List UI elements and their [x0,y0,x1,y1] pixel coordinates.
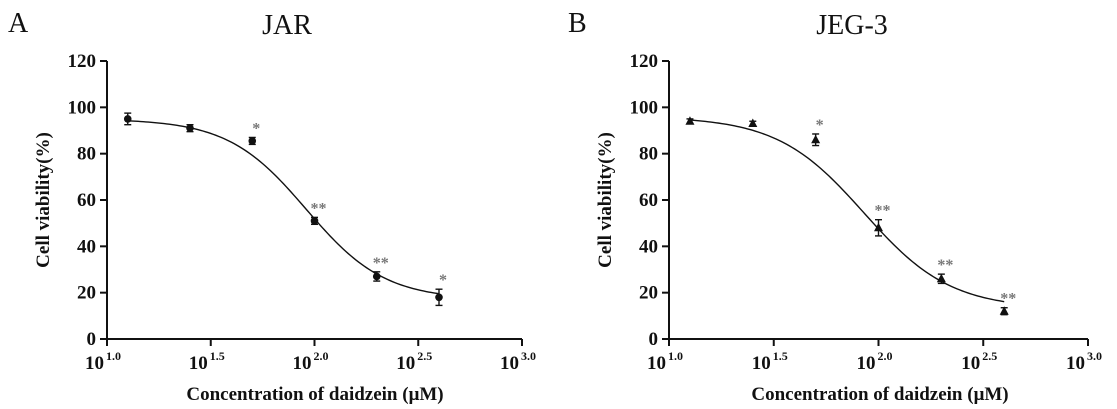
chart-title-jeg3: JEG-3 [816,10,888,41]
y-tick-label: 80 [77,144,96,165]
data-point [310,217,319,225]
x-tick-label: 10 1.5 [189,349,225,374]
fit-curve-a [127,120,440,295]
y-tick-label: 100 [630,97,659,118]
significance-marker: ** [875,203,891,220]
y-tick-label: 40 [639,236,658,257]
data-point [248,137,257,145]
x-tick-label: 10 2.0 [857,349,893,374]
chart-title-jar: JAR [262,10,312,41]
data-point [685,116,695,125]
significance-marker: ** [373,255,389,272]
y-tick-label: 0 [649,329,659,350]
y-tick-label: 100 [68,97,97,118]
data-points-a: ****** [123,112,447,307]
x-tick-label: 10 1.0 [647,349,683,374]
data-point [123,115,132,123]
y-ticks-a: 0 20 40 60 80 100 120 [68,51,107,350]
significance-marker: ** [1000,291,1016,308]
data-point [811,134,821,144]
y-tick-label: 120 [68,51,97,72]
significance-marker: * [816,117,824,134]
data-points-b: ******* [685,116,1016,316]
data-point [748,118,758,128]
panel-b: B JEG-3 Cell viability(%) Concentration … [568,8,1102,405]
significance-marker: ** [311,200,327,217]
data-point [936,273,946,283]
data-point [999,306,1009,315]
data-point [874,222,883,232]
axes-b [668,61,1088,340]
y-tick-label: 60 [639,190,658,211]
y-axis-label: Cell viability(%) [33,132,54,268]
x-tick-label: 10 1.0 [85,349,121,374]
x-tick-label: 10 1.5 [752,349,788,374]
panel-letter-a: A [8,8,29,39]
significance-marker: ** [937,257,953,274]
x-tick-label: 10 3.0 [500,349,536,374]
y-tick-label: 0 [87,329,97,350]
x-tick-label: 10 2.0 [293,349,329,374]
x-ticks-a: 10 1.0 10 1.5 10 2.0 10 2.5 10 3.0 [85,339,536,374]
significance-marker: * [439,272,447,289]
y-tick-label: 120 [630,51,659,72]
fit-curve-line [689,119,1005,303]
y-axis-label: Cell viability(%) [595,132,616,268]
x-tick-label: 10 3.0 [1066,349,1102,374]
x-tick-label: 10 2.5 [396,349,432,374]
y-tick-label: 80 [639,144,658,165]
panel-a: A JAR Cell viability(%) Concentration of… [8,8,536,405]
y-tick-label: 60 [77,190,96,211]
y-tick-label: 40 [77,236,96,257]
fit-curve-b [689,119,1005,303]
x-axis-label: Concentration of daidzein (μM) [751,384,1008,405]
significance-marker: * [252,120,260,137]
data-point [372,272,381,281]
y-tick-label: 20 [639,283,658,304]
data-point [186,124,194,132]
y-ticks-b: 0 20 40 60 80 100 120 [630,51,669,350]
fit-curve-line [127,120,440,295]
x-axis-label: Concentration of daidzein (μM) [186,384,443,405]
x-ticks-b: 10 1.0 10 1.5 10 2.0 10 2.5 10 3.0 [647,339,1102,374]
panel-letter-b: B [568,8,587,39]
x-tick-label: 10 2.5 [961,349,997,374]
data-point [435,293,443,302]
y-tick-label: 20 [77,283,96,304]
